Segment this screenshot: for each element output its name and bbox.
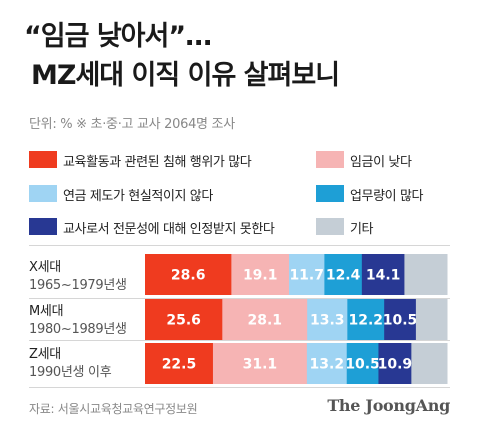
row-generation-m: M세대: [29, 304, 64, 319]
data-label-z-pension: 13.2: [310, 357, 345, 373]
chart-title-line-1: “임금 낮아서”…: [24, 21, 212, 52]
row-years-z: 1990년생 이후: [29, 365, 112, 380]
legend-swatch-infringement: [29, 151, 57, 168]
data-label-z-infringement: 22.5: [162, 357, 197, 373]
bar-x-low-wage: [231, 254, 290, 295]
bar-x-recognition: [361, 254, 405, 295]
data-label-z-recognition: 10.9: [378, 357, 413, 373]
bar-m-workload: [347, 299, 385, 340]
bar-x-pension: [289, 254, 325, 295]
row-generation-z: Z세대: [29, 347, 61, 362]
bar-z-infringement: [145, 343, 214, 384]
row-label-m-generation: M세대 1980~1989년생: [29, 303, 127, 339]
legend-swatch-pension: [29, 185, 57, 202]
bar-x-other: [404, 254, 448, 295]
row-years-m: 1980~1989년생: [29, 322, 127, 337]
data-label-x-low-wage: 19.1: [243, 268, 278, 284]
bar-z-recognition: [378, 343, 412, 384]
data-label-m-recognition: 10.5: [383, 313, 418, 329]
divider-row-2: [29, 340, 450, 341]
row-generation-x: X세대: [29, 260, 61, 275]
legend-label-workload: 업무량이 많다: [350, 189, 424, 204]
bar-z-low-wage: [212, 343, 308, 384]
divider-row-1: [29, 298, 450, 299]
data-label-x-recognition: 14.1: [366, 268, 401, 284]
brand-logo: The JoongAng: [327, 396, 450, 415]
data-label-x-pension: 11.7: [289, 268, 324, 284]
bar-z-other: [411, 343, 448, 384]
bar-x-workload: [324, 254, 363, 295]
bar-m-recognition: [384, 299, 417, 340]
legend-swatch-low-wage: [316, 151, 344, 168]
legend-label-low-wage: 임금이 낮다: [350, 155, 412, 170]
chart-title-line-2: MZ세대 이직 이유 살펴보니: [31, 60, 340, 91]
divider-top: [29, 245, 450, 246]
row-label-z-generation: Z세대 1990년생 이후: [29, 346, 112, 382]
legend-swatch-workload: [316, 185, 344, 202]
data-label-x-workload: 12.4: [326, 268, 361, 284]
data-label-z-workload: 10.5: [345, 357, 380, 373]
bar-z-workload: [346, 343, 379, 384]
legend-label-other: 기타: [350, 222, 374, 237]
bar-m-other: [415, 299, 448, 340]
bar-x-infringement: [145, 254, 232, 295]
bar-m-low-wage: [222, 299, 308, 340]
legend-swatch-other: [316, 218, 344, 235]
legend-label-infringement: 교육활동과 관련된 침해 행위가 많다: [63, 155, 252, 170]
divider-bottom: [29, 387, 450, 388]
bar-z-pension: [306, 343, 348, 384]
legend-label-pension: 연금 제도가 현실적이지 않다: [63, 189, 213, 204]
legend-swatch-recognition: [29, 218, 57, 235]
data-label-m-workload: 12.2: [348, 313, 383, 329]
data-label-m-low-wage: 28.1: [247, 313, 282, 329]
data-label-m-pension: 13.3: [310, 313, 345, 329]
data-label-x-infringement: 28.6: [171, 268, 206, 284]
bar-m-pension: [307, 299, 348, 340]
unit-note: 단위: % ※ 초·중·고 교사 2064명 조사: [29, 117, 235, 132]
data-label-m-infringement: 25.6: [166, 313, 201, 329]
source-note: 자료: 서울시교육청교육연구정보원: [29, 402, 198, 416]
bar-m-infringement: [145, 299, 223, 340]
row-years-x: 1965~1979년생: [29, 278, 127, 293]
row-label-x-generation: X세대 1965~1979년생: [29, 259, 127, 295]
data-label-z-low-wage: 31.1: [243, 357, 278, 373]
legend-label-recognition: 교사로서 전문성에 대해 인정받지 못한다: [63, 222, 275, 237]
